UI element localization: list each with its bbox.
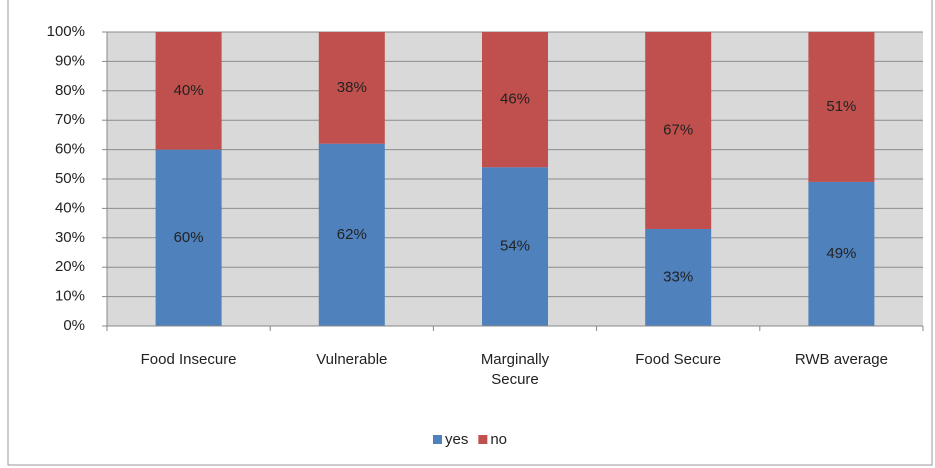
data-label: 54%	[500, 238, 530, 255]
bar-segment	[482, 167, 548, 326]
x-tick-label: Vulnerable	[316, 351, 388, 368]
bar-segment	[155, 149, 222, 326]
bar-segment	[318, 143, 385, 326]
x-tick-label: RWB average	[794, 351, 888, 368]
y-tick-label: 30%	[55, 229, 85, 246]
bar-segment	[808, 32, 875, 182]
data-label: 62%	[337, 226, 367, 243]
data-label: 49%	[826, 245, 856, 262]
legend-label: yes	[445, 431, 468, 448]
y-tick-label: 10%	[55, 288, 85, 305]
legend-swatch	[478, 435, 488, 444]
data-label: 51%	[826, 98, 856, 115]
y-tick-label: 0%	[63, 317, 85, 334]
bar-segment	[318, 32, 385, 144]
x-tick-label: Marginally Secure	[480, 351, 550, 388]
data-label: 40%	[174, 82, 204, 99]
data-label: 46%	[500, 91, 530, 108]
data-label: 38%	[337, 79, 367, 96]
y-tick-label: 70%	[55, 111, 85, 128]
y-tick-label: 90%	[55, 52, 85, 69]
legend-label: no	[490, 431, 507, 448]
y-tick-label: 80%	[55, 82, 85, 99]
bar-segment	[645, 32, 712, 229]
data-label: 67%	[663, 121, 693, 138]
bar-segment	[645, 228, 712, 326]
bar-segment	[155, 32, 222, 150]
y-tick-label: 40%	[55, 199, 85, 216]
y-tick-label: 50%	[55, 170, 85, 187]
legend-swatch	[433, 435, 442, 444]
data-label: 33%	[663, 268, 693, 285]
y-tick-label: 20%	[55, 258, 85, 275]
x-tick-label: Food Insecure	[140, 351, 237, 368]
y-tick-label: 60%	[55, 141, 85, 158]
data-label: 60%	[174, 229, 204, 246]
bar-segment	[808, 181, 875, 326]
y-tick-label: 100%	[47, 23, 85, 40]
bar-segment	[482, 32, 548, 168]
x-tick-label: Food Secure	[635, 351, 722, 368]
